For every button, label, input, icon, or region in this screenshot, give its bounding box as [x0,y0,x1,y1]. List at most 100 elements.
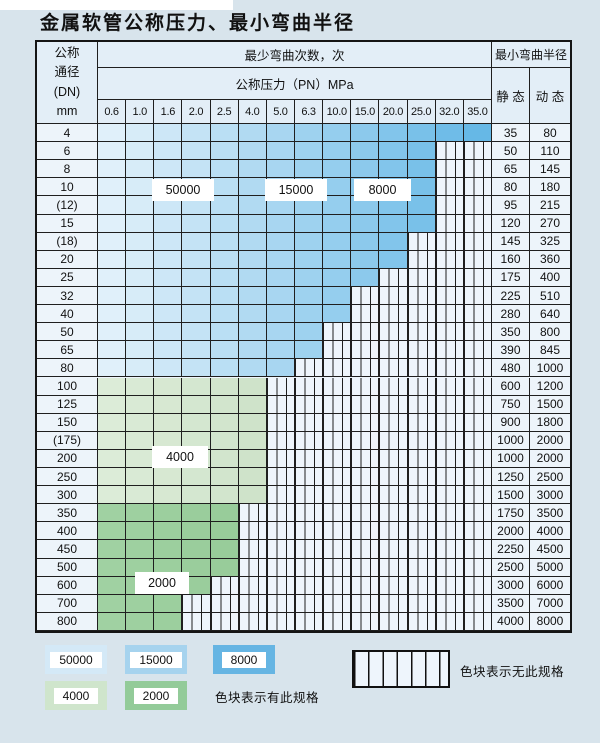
no-spec-cell [463,395,492,414]
spec-cell [238,377,267,396]
spec-cell [154,142,183,161]
no-spec-cell [295,576,324,595]
no-spec-cell [379,395,408,414]
zone-label-4000: 4000 [152,446,208,468]
spec-cell [154,504,183,523]
spec-cell [182,413,211,432]
no-spec-cell [351,522,380,541]
static-value: 1000 [492,449,530,469]
no-spec-cell [323,576,352,595]
no-spec-cell [435,214,464,233]
pressure-header-10.0: 10.0 [323,100,352,124]
spec-cell [98,377,127,396]
dynamic-value: 3000 [530,486,570,505]
spec-cell [98,196,127,215]
spec-cell [126,522,155,541]
spec-cell [182,142,211,161]
no-spec-cell [351,413,380,432]
spec-cell [210,377,239,396]
spec-cell [407,214,436,233]
no-spec-cell [463,305,492,324]
no-spec-cell [407,558,436,577]
no-spec-cell [435,449,464,469]
no-spec-cell [295,431,324,450]
no-spec-cell [266,486,295,505]
spec-cell [98,486,127,505]
static-value: 280 [492,305,530,324]
spec-cell [295,124,324,143]
pressure-header-32.0: 32.0 [435,100,464,124]
dn-cell: 600 [37,576,98,595]
no-spec-cell [323,413,352,432]
no-spec-cell [463,449,492,469]
spec-cell [126,359,155,378]
static-value: 2250 [492,540,530,559]
no-spec-cell [435,359,464,378]
static-value: 145 [492,232,530,251]
no-spec-cell [266,431,295,450]
no-spec-cell [295,540,324,559]
spec-cell [295,214,324,233]
no-spec-cell [266,576,295,595]
spec-cell [126,178,155,197]
static-value: 2500 [492,558,530,577]
spec-cell [126,142,155,161]
spec-cell [126,413,155,432]
spec-cell [154,522,183,541]
no-spec-cell [379,413,408,432]
no-spec-cell [407,250,436,269]
dn-cell: 15 [37,214,98,233]
legend-block-label: 15000 [130,651,182,668]
static-column-header: 静 态 [492,68,530,124]
dynamic-value: 845 [530,341,570,360]
spec-cell [266,268,295,287]
dynamic-value: 1800 [530,413,570,432]
no-spec-cell [435,522,464,541]
pressure-header-0.6: 0.6 [98,100,127,124]
spec-cell [182,558,211,577]
dynamic-value: 215 [530,196,570,215]
dn-header-line: 公称 [54,45,80,60]
spec-cell [126,268,155,287]
dynamic-value: 6000 [530,576,570,595]
bend-cycles-header: 最少弯曲次数，次 [98,42,492,68]
spec-cell [238,286,267,306]
spec-cell [407,178,436,197]
dn-cell: 32 [37,286,98,306]
spec-cell [323,124,352,143]
dynamic-value: 2000 [530,431,570,450]
no-spec-cell [351,323,380,342]
no-spec-cell [351,359,380,378]
legend-block-15000: 15000 [125,645,187,674]
dynamic-value: 7000 [530,594,570,613]
no-spec-cell [407,540,436,559]
spec-cell [98,341,127,360]
no-spec-cell [463,341,492,360]
dn-cell: 700 [37,594,98,613]
no-spec-cell [463,142,492,161]
no-spec-cell [435,160,464,179]
spec-cell [323,160,352,179]
no-spec-cell [379,558,408,577]
no-spec-cell [463,540,492,559]
spec-cell [266,142,295,161]
spec-cell [126,124,155,143]
no-spec-cell [435,286,464,306]
static-value: 4000 [492,612,530,631]
dn-cell: 300 [37,486,98,505]
no-spec-cell [266,504,295,523]
static-value: 225 [492,286,530,306]
spec-cell [98,522,127,541]
pressure-header-25.0: 25.0 [407,100,436,124]
spec-cell [238,305,267,324]
dynamic-value: 640 [530,305,570,324]
spec-cell [98,449,127,469]
no-spec-cell [407,232,436,251]
spec-cell [295,323,324,342]
dn-cell: 100 [37,377,98,396]
no-spec-cell [463,612,492,631]
no-spec-cell [407,341,436,360]
spec-cell [210,522,239,541]
spec-cell [210,250,239,269]
spec-cell [154,250,183,269]
